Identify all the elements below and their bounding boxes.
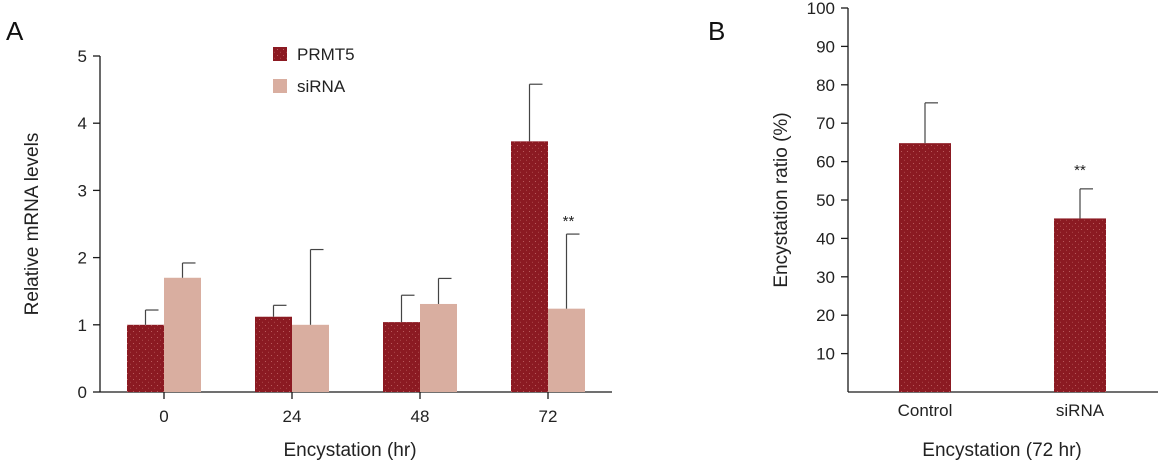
panel-a-letter: A	[6, 16, 24, 46]
panel-b-y-tick-label: 40	[816, 229, 835, 248]
panel-a-y-tick-label: 4	[78, 114, 87, 133]
panel-a-x-tick-label: 48	[411, 407, 430, 426]
significance-marker: **	[563, 213, 575, 230]
panel-b-marks: 10 20 30 40 50 60 70 80 90 100 Control siRNA **	[807, 0, 1106, 420]
bar-sirna-0	[164, 277, 201, 392]
panel-a-y-tick-label: 2	[78, 249, 87, 268]
bar-prmt5-24	[255, 316, 292, 392]
bar-b-sirna	[1054, 218, 1106, 392]
panel-b-letter: B	[708, 16, 725, 46]
panel-b-y-tick-label: 20	[816, 306, 835, 325]
bar-sirna-72	[548, 308, 585, 392]
bar-sirna-48	[420, 303, 457, 392]
bar-prmt5-72	[511, 141, 548, 392]
bar-prmt5-48	[383, 322, 420, 392]
panel-a-y-tick-label: 5	[78, 47, 87, 66]
panel-a-y-tick-label: 1	[78, 316, 87, 335]
panel-b-y-tick-label: 10	[816, 345, 835, 364]
legend-swatch-sirna	[273, 79, 287, 93]
legend-swatch-prmt5	[273, 47, 287, 61]
panel-b-x-axis-title: Encystation (72 hr)	[922, 440, 1081, 461]
bar-b-control	[899, 143, 951, 392]
bar-prmt5-0	[127, 324, 164, 392]
panel-a-marks: 0 1 2 3 4 5 0 24 48 72 **	[78, 47, 585, 426]
bar-sirna-24	[292, 324, 329, 392]
panel-b-y-tick-label: 100	[807, 0, 835, 18]
panel-a-x-axis-title: Encystation (hr)	[283, 440, 416, 461]
panel-b-y-tick-label: 70	[816, 114, 835, 133]
legend-label-prmt5: PRMT5	[297, 45, 355, 64]
panel-a-y-tick-label: 0	[78, 383, 87, 402]
panel-a-x-tick-label: 24	[283, 407, 302, 426]
panel-a-y-axis-title: Relative mRNA levels	[22, 133, 43, 316]
panel-a-y-tick-label: 3	[78, 181, 87, 200]
panel-b-y-tick-label: 80	[816, 76, 835, 95]
panel-b-y-tick-label: 90	[816, 37, 835, 56]
panel-b-y-tick-label: 30	[816, 268, 835, 287]
panel-b-y-tick-label: 50	[816, 191, 835, 210]
panel-a-x-tick-label: 72	[539, 407, 558, 426]
panel-b-y-tick-label: 60	[816, 153, 835, 172]
legend-label-sirna: siRNA	[297, 77, 346, 96]
panel-a-x-tick-label: 0	[159, 407, 168, 426]
significance-marker-b: **	[1074, 162, 1086, 179]
panel-b-x-tick-label: Control	[898, 401, 953, 420]
panel-b-y-axis-title: Encystation ratio (%)	[771, 112, 792, 287]
panel-b-x-tick-label: siRNA	[1056, 401, 1105, 420]
